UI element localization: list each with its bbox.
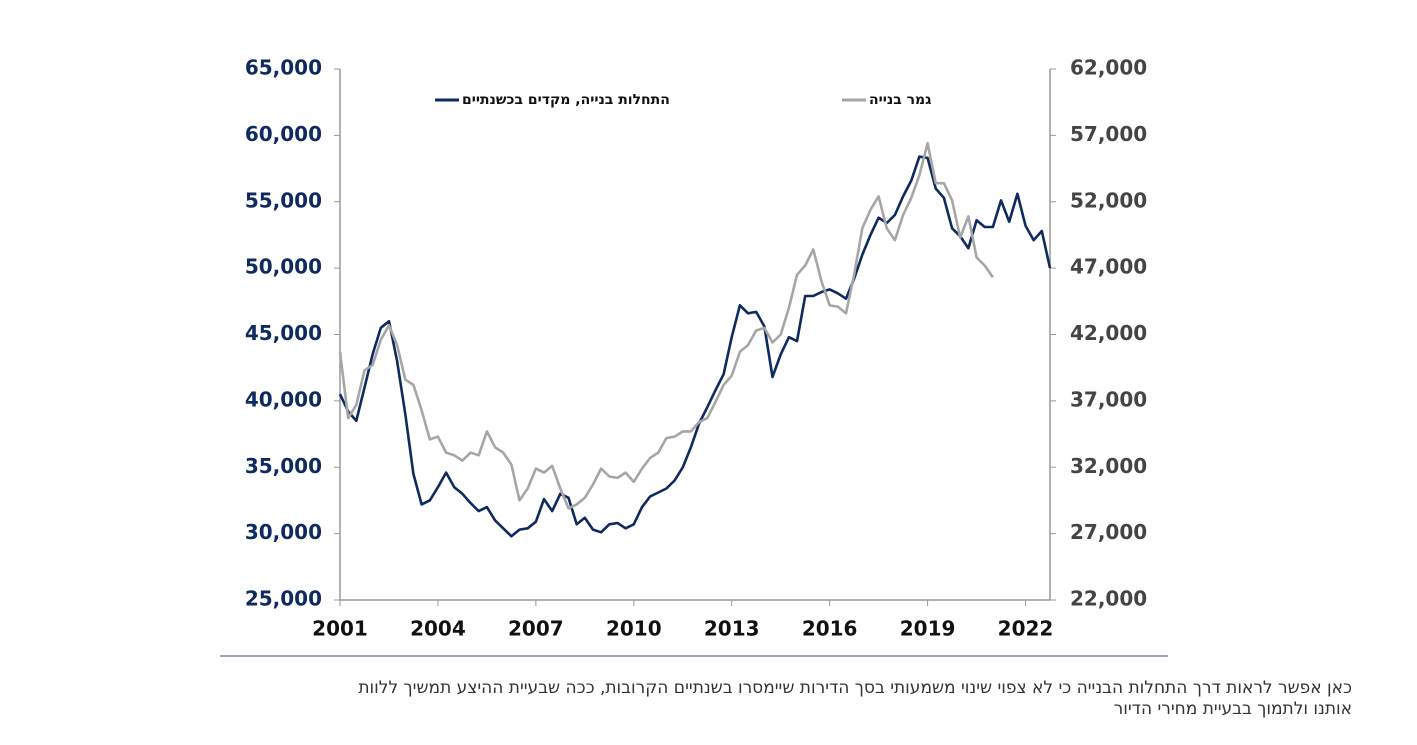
- caption-line: אותנו ולתמוך בבעיית מחירי הדיור: [1113, 699, 1352, 719]
- x-tick-label: 2004: [410, 617, 466, 641]
- y2-tick-label: 37,000: [1070, 387, 1147, 411]
- x-tick-label: 2010: [606, 617, 662, 641]
- y-tick-label: 40,000: [245, 387, 322, 411]
- y-tick-label: 25,000: [245, 587, 322, 611]
- y2-tick-label: 42,000: [1070, 321, 1147, 345]
- y2-tick-label: 47,000: [1070, 255, 1147, 279]
- y-tick-label: 30,000: [245, 520, 322, 544]
- y-tick-label: 35,000: [245, 454, 322, 478]
- series-line: [338, 142, 994, 510]
- y2-tick-label: 52,000: [1070, 188, 1147, 212]
- caption-line: כאן אפשר לראות דרך התחלות הבנייה כי לא צ…: [358, 678, 1352, 698]
- x-tick-label: 2016: [802, 617, 858, 641]
- y2-tick-label: 27,000: [1070, 520, 1147, 544]
- y-tick-label: 45,000: [245, 321, 322, 345]
- y-tick-label: 60,000: [245, 122, 322, 146]
- y2-tick-label: 32,000: [1070, 454, 1147, 478]
- y2-tick-label: 22,000: [1070, 587, 1147, 611]
- legend-label: גמר בנייה: [869, 92, 931, 108]
- legend-label: התחלות בנייה, מקדים בכשנתיים: [462, 92, 670, 108]
- x-tick-label: 2001: [312, 617, 368, 641]
- x-tick-label: 2007: [508, 617, 564, 641]
- x-tick-label: 2019: [900, 617, 956, 641]
- caption: כאן אפשר לראות דרך התחלות הבנייה כי לא צ…: [52, 678, 1352, 720]
- y2-tick-label: 62,000: [1070, 56, 1147, 80]
- y-tick-label: 50,000: [245, 255, 322, 279]
- y-tick-label: 65,000: [245, 56, 322, 80]
- x-tick-label: 2022: [998, 617, 1054, 641]
- y2-tick-label: 57,000: [1070, 122, 1147, 146]
- y-tick-label: 55,000: [245, 188, 322, 212]
- series-line: [338, 155, 1052, 538]
- x-tick-label: 2013: [704, 617, 760, 641]
